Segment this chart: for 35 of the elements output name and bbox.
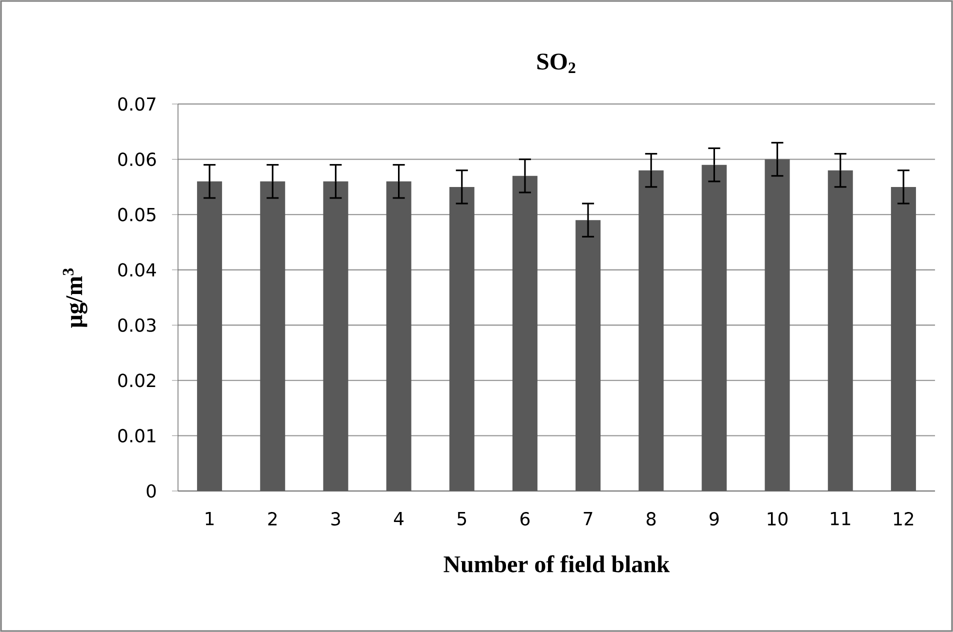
x-tick-label: 7 <box>584 512 592 526</box>
y-tick-label: 0.04 <box>118 263 156 277</box>
y-tick-label: 0.06 <box>118 152 156 166</box>
x-tick-label: 3 <box>331 512 340 526</box>
x-tick-label: 11 <box>830 512 850 526</box>
y-axis-title: µg/m$^{3}$ <box>62 268 88 328</box>
bar <box>828 170 853 491</box>
x-tick-label: 2 <box>268 512 277 526</box>
x-tick-label: 10 <box>768 512 788 526</box>
bar <box>449 186 474 491</box>
x-tick-label: 6 <box>520 512 530 526</box>
bar <box>638 170 664 491</box>
y-tick-label: 0.01 <box>118 428 156 442</box>
y-tick-label: 0.05 <box>118 208 156 222</box>
x-tick-label: 1 <box>206 512 214 526</box>
x-tick-label: 9 <box>710 512 719 526</box>
bar <box>512 176 538 491</box>
bar <box>323 181 348 491</box>
x-tick-label: 5 <box>458 512 466 526</box>
bar <box>260 181 286 491</box>
bar <box>890 186 916 491</box>
chart-title: SO$_{2}$ <box>537 54 576 74</box>
x-axis-title: Number of field blank <box>444 555 670 572</box>
y-tick-label: 0 <box>146 484 156 498</box>
x-tick-label: 12 <box>894 512 914 526</box>
bar <box>197 181 222 491</box>
bar <box>702 164 727 491</box>
bar <box>386 181 412 491</box>
x-tick-label: 8 <box>646 512 656 526</box>
y-tick-label: 0.07 <box>118 97 156 111</box>
x-tick-label: 4 <box>394 512 404 526</box>
bar <box>764 159 790 491</box>
y-tick-label: 0.03 <box>118 318 156 332</box>
bar <box>576 220 601 491</box>
y-tick-label: 0.02 <box>118 374 156 388</box>
